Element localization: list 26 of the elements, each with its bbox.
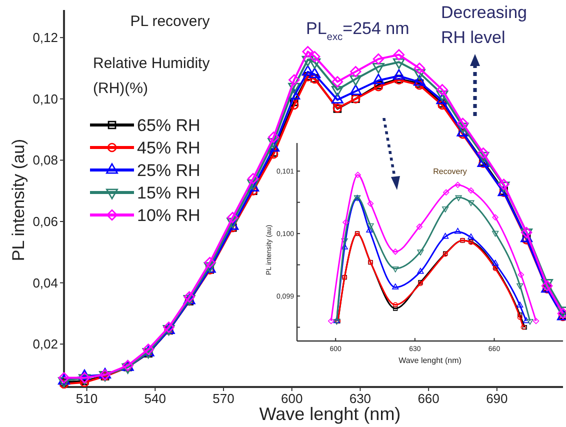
- text: Recovery: [433, 167, 467, 176]
- y-tick-label: 0,04: [32, 275, 58, 290]
- chart-title: PL recovery: [130, 13, 210, 30]
- annotation: PL$_{exc}$=254 nm: [306, 19, 410, 42]
- legend-label: 10% RH: [137, 206, 200, 225]
- legend-title: Relative Humidity (RH)(%): [93, 55, 210, 97]
- x-tick-label: 600: [281, 391, 303, 406]
- x-tick-label: 630: [349, 391, 372, 406]
- x-tick-label: 540: [144, 391, 166, 406]
- x-tick-label: 690: [486, 391, 508, 406]
- legend-label: 25% RH: [137, 160, 200, 180]
- y-axis-title: PL intensity (au): [9, 138, 28, 262]
- y-tick-label: 0,12: [32, 30, 58, 46]
- y-tick-label: 0,06: [32, 214, 58, 230]
- x-tick-label: 660: [418, 391, 440, 406]
- y-tick-label: 0,08: [32, 152, 58, 168]
- legend-label: 65% RH: [137, 116, 200, 135]
- y-tick-label: 0,10: [32, 91, 58, 106]
- x-tick-label: 570: [212, 391, 234, 406]
- y-tick-label: 0,02: [32, 336, 58, 352]
- x-axis-title: Wave lenght (nm): [259, 404, 401, 424]
- x-tick-label: 510: [76, 391, 98, 406]
- x-axis-title: Wave lenght (nm): [398, 356, 462, 365]
- legend-label: 15% RH: [137, 183, 200, 202]
- legend-label: 45% RH: [137, 138, 200, 158]
- annotation: Decreasing RH level: [441, 3, 527, 47]
